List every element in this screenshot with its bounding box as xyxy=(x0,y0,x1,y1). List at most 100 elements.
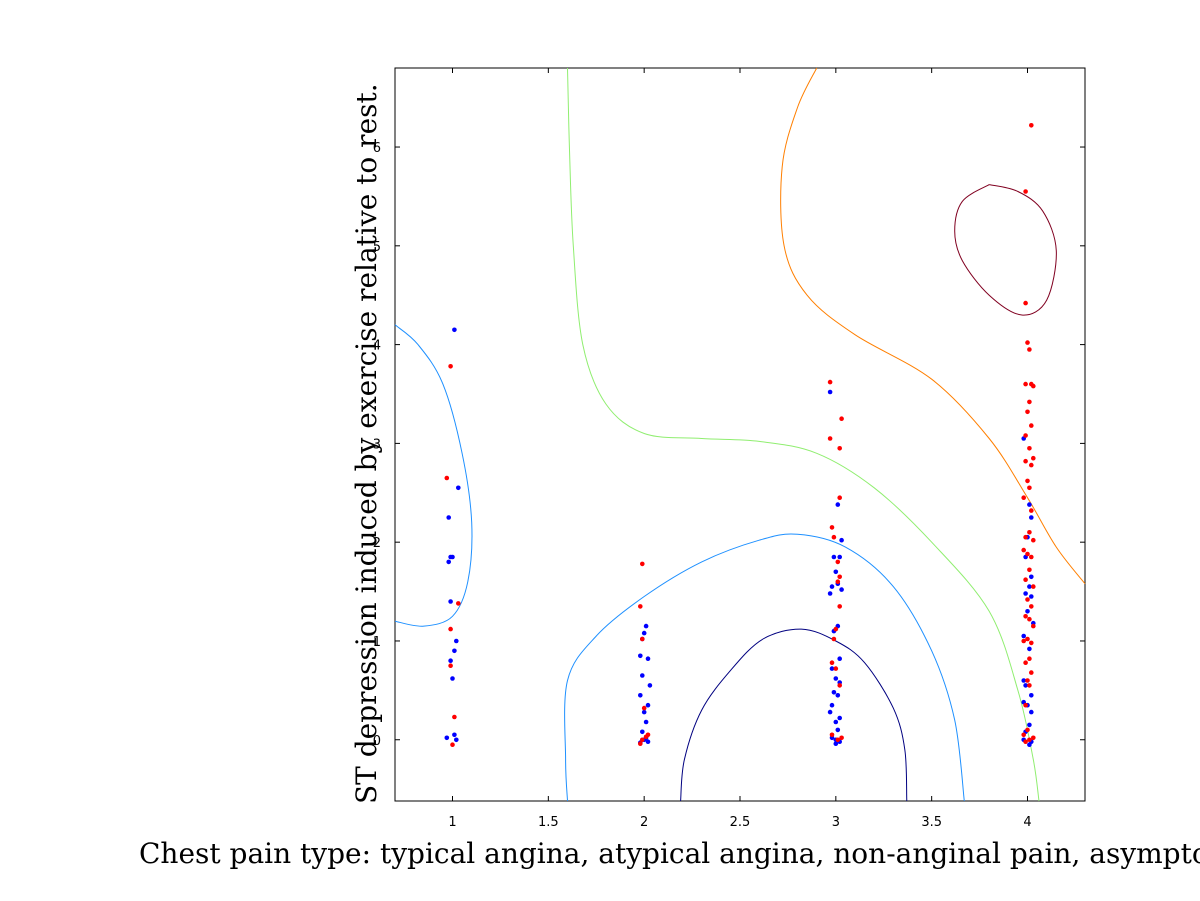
data-point xyxy=(1027,530,1032,535)
data-point xyxy=(837,554,842,560)
y-tick-label: 0 xyxy=(373,734,381,749)
x-tick-label: 3.5 xyxy=(921,815,942,830)
contour-line-6 xyxy=(954,184,1057,316)
data-point xyxy=(452,732,457,738)
data-point xyxy=(1023,683,1028,688)
data-point xyxy=(833,569,839,575)
data-point xyxy=(835,727,841,733)
data-point xyxy=(1031,455,1036,461)
x-tick-label: 4 xyxy=(1023,815,1031,830)
data-point xyxy=(643,623,649,629)
data-point xyxy=(839,735,844,741)
contour-line-4 xyxy=(567,67,1040,802)
data-point xyxy=(1029,693,1034,698)
data-point xyxy=(450,676,455,681)
data-point xyxy=(835,502,841,507)
data-point xyxy=(827,709,833,715)
data-point xyxy=(640,729,645,735)
data-point xyxy=(1027,683,1032,688)
data-point xyxy=(831,636,837,642)
data-point xyxy=(1023,300,1028,306)
data-point xyxy=(827,436,833,441)
data-point xyxy=(645,739,651,744)
data-point xyxy=(833,666,839,671)
data-point xyxy=(829,525,835,530)
data-point xyxy=(1027,616,1032,622)
data-point xyxy=(1029,554,1034,560)
data-point xyxy=(645,732,651,738)
data-point xyxy=(1027,446,1032,451)
y-tick-label: 3 xyxy=(373,437,381,452)
data-point xyxy=(638,604,643,609)
data-point xyxy=(837,683,842,688)
data-point xyxy=(1023,381,1028,387)
data-point xyxy=(1029,574,1034,580)
y-tick-label: 6 xyxy=(373,141,381,156)
data-point xyxy=(1023,534,1028,540)
y-axis-title: ST depression induced by exercise relati… xyxy=(350,83,383,804)
contour-line-5 xyxy=(780,67,1086,585)
data-point xyxy=(641,709,647,715)
data-point xyxy=(827,379,833,385)
data-point xyxy=(456,601,461,606)
data-point xyxy=(645,656,651,661)
data-point xyxy=(641,630,647,636)
data-point xyxy=(1025,340,1030,345)
data-point xyxy=(454,737,459,743)
data-point xyxy=(1021,732,1026,738)
x-tick-label: 2.5 xyxy=(730,815,751,830)
data-point xyxy=(1027,722,1032,728)
x-tick-label: 1.5 xyxy=(538,815,559,830)
x-axis-title: Chest pain type: typical angina, atypica… xyxy=(139,837,1200,870)
data-point xyxy=(454,638,459,644)
data-point xyxy=(837,446,842,451)
y-tick-label: 4 xyxy=(373,339,381,354)
data-point xyxy=(1025,636,1030,642)
data-point xyxy=(448,663,453,668)
data-point xyxy=(1029,515,1034,520)
data-point xyxy=(1021,638,1026,644)
data-point xyxy=(837,656,842,661)
data-point xyxy=(1029,123,1034,128)
data-point xyxy=(837,604,842,609)
data-point xyxy=(450,554,455,560)
data-point xyxy=(1023,660,1028,665)
data-point xyxy=(1021,547,1026,553)
data-point xyxy=(1029,640,1034,646)
data-point xyxy=(647,683,653,688)
data-point xyxy=(1029,508,1034,513)
data-point xyxy=(640,673,645,678)
data-point xyxy=(1025,478,1030,484)
data-point xyxy=(831,690,837,695)
data-point xyxy=(827,389,833,395)
data-point xyxy=(1023,702,1028,708)
data-point xyxy=(1027,347,1032,352)
x-tick-label: 1 xyxy=(448,815,456,830)
data-point xyxy=(1023,458,1028,464)
data-point xyxy=(643,719,649,725)
data-point xyxy=(1021,495,1026,501)
data-point xyxy=(837,715,842,721)
data-point xyxy=(829,702,835,708)
data-point xyxy=(1027,646,1032,652)
contour-line-2 xyxy=(394,324,473,627)
data-point xyxy=(450,742,455,747)
data-point xyxy=(829,584,835,589)
data-point xyxy=(827,591,833,596)
data-point xyxy=(444,475,450,481)
data-point xyxy=(839,416,844,422)
data-point xyxy=(1023,591,1028,596)
x-tick-label: 3 xyxy=(832,815,840,830)
data-point xyxy=(1023,614,1028,619)
plot-frame xyxy=(394,67,1086,802)
data-point xyxy=(645,702,651,708)
data-point xyxy=(833,741,839,746)
data-point xyxy=(1025,597,1030,602)
data-point xyxy=(446,559,452,565)
y-tick-label: 5 xyxy=(373,240,381,255)
data-point xyxy=(452,714,457,720)
data-point xyxy=(1025,678,1030,683)
data-point xyxy=(1029,604,1034,609)
data-point xyxy=(1023,189,1028,194)
